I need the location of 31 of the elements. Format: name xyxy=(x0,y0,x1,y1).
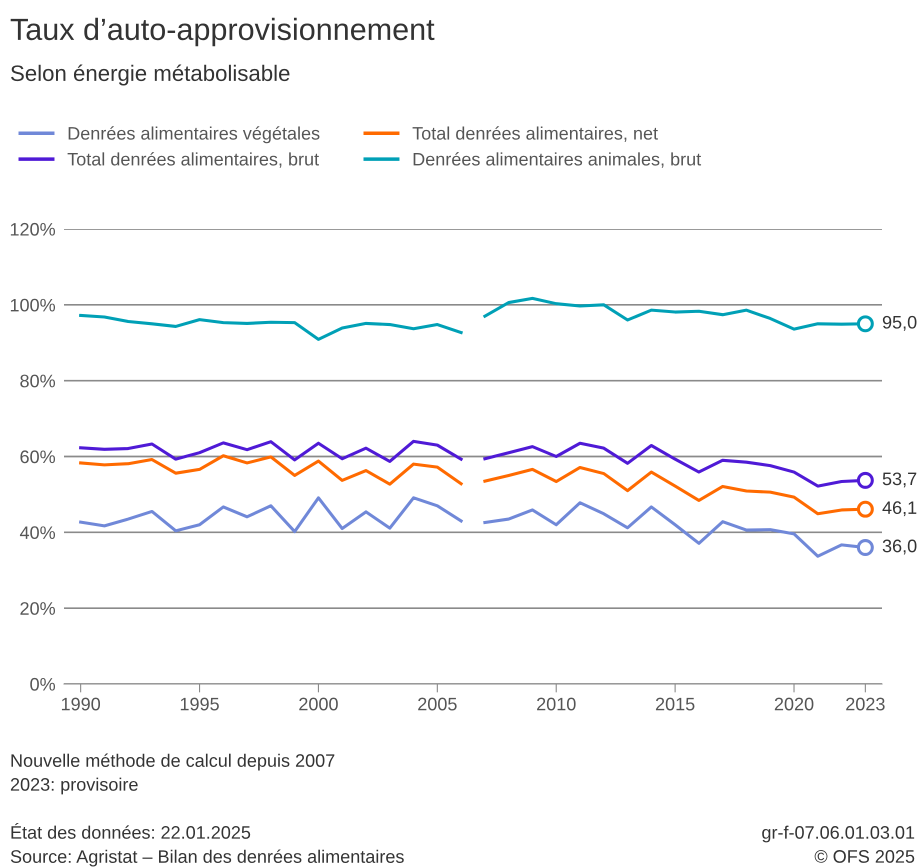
legend-label: Total denrées alimentaires, brut xyxy=(68,152,319,168)
data-label: 95,0 xyxy=(882,316,916,331)
source-note: Source: Agristat – Bilan des denrées alimentaires xyxy=(10,849,404,867)
y-tick-label: 80% xyxy=(20,374,56,388)
y-tick-label: 20% xyxy=(20,602,56,615)
text: 2023: provisoire xyxy=(10,778,138,794)
x-tick-label: 2023 xyxy=(846,698,885,710)
data-label: 53,7 xyxy=(882,472,916,488)
legend-label: Denrées alimentaires animales, brut xyxy=(414,152,702,168)
x-tick-label: 2000 xyxy=(299,698,338,710)
chart-title: Taux d’auto-approvisionnement xyxy=(10,18,434,46)
data-label: 46,1 xyxy=(882,501,916,516)
x-tick-label: 2015 xyxy=(656,698,694,710)
x-tick-label: 1995 xyxy=(180,698,219,710)
legend-label: Denrées alimentaires végétales xyxy=(68,126,320,144)
y-tick-label: 120% xyxy=(10,222,56,236)
x-tick-label: 2010 xyxy=(537,698,576,710)
x-tick-label: 2005 xyxy=(418,698,457,710)
y-tick-label: 100% xyxy=(10,298,56,312)
text: État des données: 22.01.2025 xyxy=(11,823,250,839)
text: © OFS 2025 xyxy=(814,850,914,863)
data-label: 36,0 xyxy=(882,540,916,554)
legend-label: Total denrées alimentaires, net xyxy=(412,126,658,142)
x-tick-label: 1990 xyxy=(62,698,100,710)
y-tick-label: 40% xyxy=(20,526,56,540)
text: Nouvelle méthode de calcul depuis 2007 xyxy=(11,753,334,771)
x-tick-label: 2020 xyxy=(774,698,814,710)
chart-subtitle: Selon énergie métabolisable xyxy=(11,64,290,86)
y-tick-label: 0% xyxy=(30,678,56,691)
text: gr-f-07.06.01.03.01 xyxy=(762,826,914,842)
y-tick-label: 60% xyxy=(20,450,56,464)
